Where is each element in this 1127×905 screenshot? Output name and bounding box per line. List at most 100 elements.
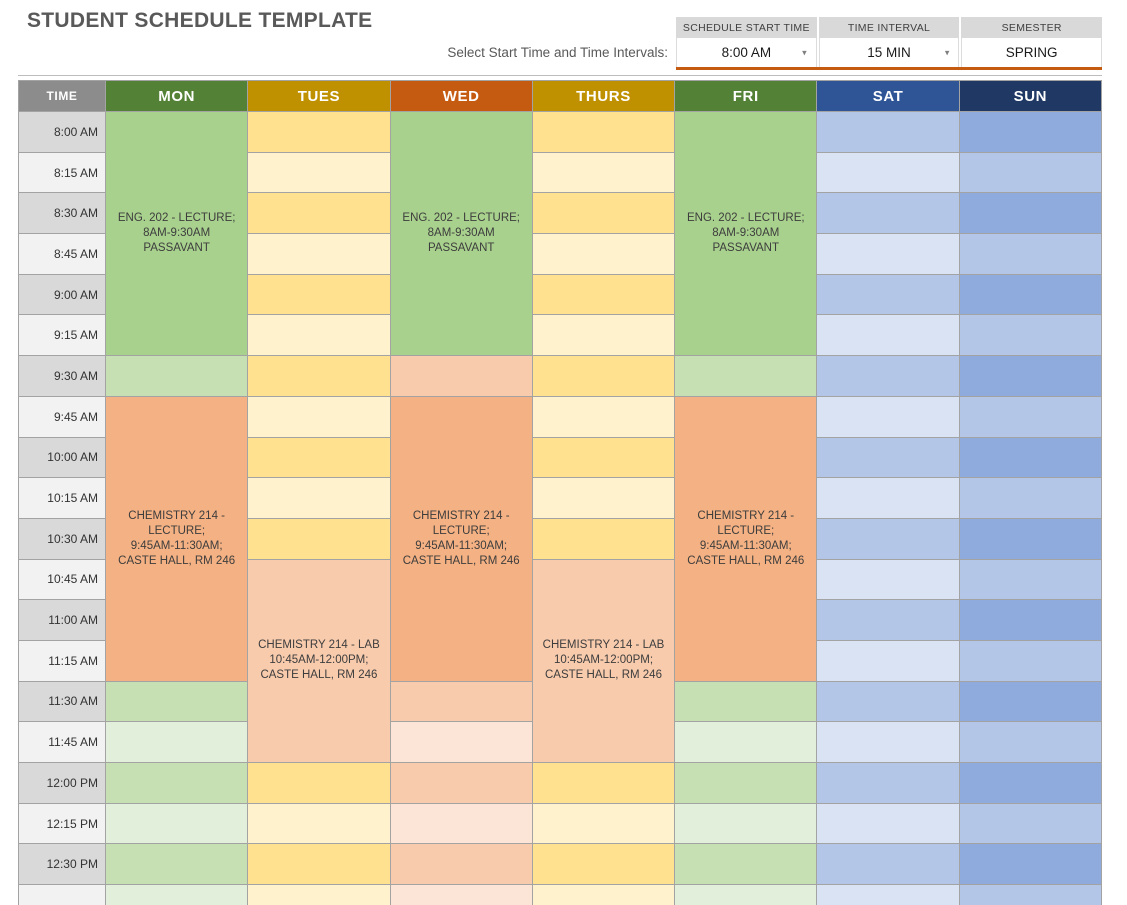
schedule-cell-sat[interactable] [817,356,959,396]
schedule-cell-thurs[interactable] [532,234,675,274]
event-chemistry-214-lab[interactable]: CHEMISTRY 214 - LAB 10:45AM-12:00PM; CAS… [248,559,390,762]
time-cell[interactable]: 8:15 AM [19,152,105,193]
schedule-cell-thurs[interactable] [532,518,675,559]
schedule-cell-sun[interactable] [959,722,1101,762]
schedule-cell-fri[interactable] [675,722,817,762]
schedule-cell-wed[interactable] [390,722,532,762]
time-cell[interactable]: 12:30 PM [19,844,105,885]
schedule-cell-tues[interactable] [248,478,390,518]
schedule-cell-fri[interactable] [675,844,817,885]
schedule-cell-sun[interactable] [959,356,1101,396]
schedule-cell-sat[interactable] [817,722,959,762]
schedule-cell-sun[interactable] [959,681,1101,722]
schedule-cell-wed[interactable] [390,356,532,396]
schedule-cell-sun[interactable] [959,152,1101,193]
time-cell[interactable] [19,885,105,905]
schedule-cell-tues[interactable] [248,356,390,396]
schedule-cell-tues[interactable] [248,193,390,234]
time-cell[interactable]: 11:30 AM [19,681,105,722]
schedule-cell-sat[interactable] [817,315,959,356]
schedule-cell-wed[interactable] [390,763,532,803]
schedule-cell-tues[interactable] [248,518,390,559]
schedule-cell-mon[interactable] [106,885,248,905]
time-cell[interactable]: 11:45 AM [19,722,105,762]
event-chemistry-214-lecture[interactable]: CHEMISTRY 214 - LECTURE; 9:45AM-11:30AM;… [675,396,817,681]
schedule-cell-wed[interactable] [390,885,532,905]
day-header-fri[interactable]: FRI [675,81,817,111]
time-cell[interactable]: 10:15 AM [19,478,105,518]
day-header-sun[interactable]: SUN [959,81,1101,111]
schedule-cell-sat[interactable] [817,600,959,640]
time-cell[interactable]: 9:00 AM [19,274,105,315]
event-chemistry-214-lab[interactable]: CHEMISTRY 214 - LAB 10:45AM-12:00PM; CAS… [532,559,675,762]
schedule-cell-tues[interactable] [248,844,390,885]
schedule-cell-thurs[interactable] [532,396,675,437]
schedule-cell-sat[interactable] [817,844,959,885]
schedule-cell-sat[interactable] [817,274,959,315]
schedule-cell-sun[interactable] [959,478,1101,518]
schedule-cell-sat[interactable] [817,559,959,600]
schedule-cell-sat[interactable] [817,112,959,152]
schedule-cell-sun[interactable] [959,274,1101,315]
schedule-cell-tues[interactable] [248,234,390,274]
schedule-cell-mon[interactable] [106,681,248,722]
schedule-cell-sat[interactable] [817,518,959,559]
schedule-cell-thurs[interactable] [532,478,675,518]
schedule-cell-thurs[interactable] [532,356,675,396]
schedule-cell-sun[interactable] [959,559,1101,600]
schedule-cell-sat[interactable] [817,437,959,478]
schedule-cell-sun[interactable] [959,193,1101,234]
time-cell[interactable]: 8:45 AM [19,234,105,274]
schedule-cell-sat[interactable] [817,640,959,681]
schedule-cell-fri[interactable] [675,356,817,396]
schedule-cell-sat[interactable] [817,681,959,722]
schedule-cell-mon[interactable] [106,356,248,396]
time-cell[interactable]: 10:00 AM [19,437,105,478]
time-cell[interactable]: 8:30 AM [19,193,105,234]
time-cell[interactable]: 10:45 AM [19,559,105,600]
schedule-cell-sun[interactable] [959,234,1101,274]
schedule-cell-wed[interactable] [390,844,532,885]
schedule-cell-thurs[interactable] [532,193,675,234]
time-interval-select[interactable]: 15 MIN ▾ [818,38,960,67]
schedule-cell-tues[interactable] [248,803,390,844]
time-cell[interactable]: 9:30 AM [19,356,105,396]
schedule-cell-mon[interactable] [106,763,248,803]
schedule-cell-thurs[interactable] [532,803,675,844]
schedule-cell-mon[interactable] [106,722,248,762]
time-column-header[interactable]: TIME [19,81,105,111]
schedule-cell-fri[interactable] [675,885,817,905]
schedule-cell-tues[interactable] [248,437,390,478]
time-cell[interactable]: 11:15 AM [19,640,105,681]
time-cell[interactable]: 9:45 AM [19,396,105,437]
day-header-mon[interactable]: MON [106,81,248,111]
event-eng-202-lecture[interactable]: ENG. 202 - LECTURE; 8AM-9:30AM PASSAVANT [390,112,532,356]
schedule-cell-tues[interactable] [248,396,390,437]
schedule-cell-sat[interactable] [817,396,959,437]
schedule-cell-mon[interactable] [106,844,248,885]
schedule-cell-sun[interactable] [959,315,1101,356]
schedule-cell-sun[interactable] [959,437,1101,478]
schedule-cell-fri[interactable] [675,763,817,803]
schedule-cell-thurs[interactable] [532,437,675,478]
schedule-cell-wed[interactable] [390,681,532,722]
schedule-cell-tues[interactable] [248,112,390,152]
schedule-cell-sat[interactable] [817,763,959,803]
schedule-cell-sat[interactable] [817,478,959,518]
day-header-thurs[interactable]: THURS [532,81,675,111]
schedule-cell-sun[interactable] [959,763,1101,803]
schedule-cell-sun[interactable] [959,844,1101,885]
schedule-cell-sat[interactable] [817,152,959,193]
event-eng-202-lecture[interactable]: ENG. 202 - LECTURE; 8AM-9:30AM PASSAVANT [675,112,817,356]
time-cell[interactable]: 12:00 PM [19,763,105,803]
time-cell[interactable]: 11:00 AM [19,600,105,640]
event-chemistry-214-lecture[interactable]: CHEMISTRY 214 - LECTURE; 9:45AM-11:30AM;… [390,396,532,681]
schedule-cell-tues[interactable] [248,763,390,803]
day-header-tues[interactable]: TUES [248,81,390,111]
schedule-cell-fri[interactable] [675,681,817,722]
day-header-sat[interactable]: SAT [817,81,959,111]
schedule-cell-sun[interactable] [959,600,1101,640]
schedule-cell-sun[interactable] [959,396,1101,437]
schedule-cell-sat[interactable] [817,885,959,905]
time-cell[interactable]: 10:30 AM [19,518,105,559]
